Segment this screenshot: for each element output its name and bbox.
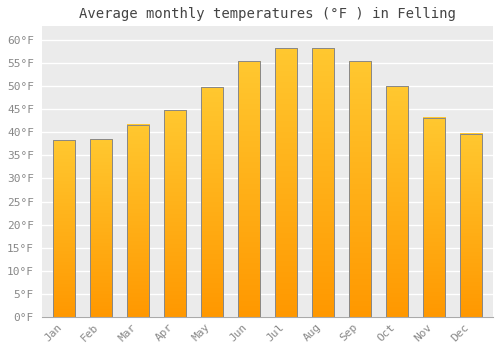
Bar <box>200 87 223 317</box>
Bar <box>460 134 482 317</box>
Bar <box>126 125 149 317</box>
Bar <box>90 139 112 317</box>
Bar <box>52 140 75 317</box>
Bar <box>164 110 186 317</box>
Bar <box>312 48 334 317</box>
Bar <box>422 118 445 317</box>
Bar <box>386 86 408 317</box>
Bar <box>348 61 371 317</box>
Title: Average monthly temperatures (°F ) in Felling: Average monthly temperatures (°F ) in Fe… <box>79 7 456 21</box>
Bar <box>238 61 260 317</box>
Bar <box>274 48 297 317</box>
